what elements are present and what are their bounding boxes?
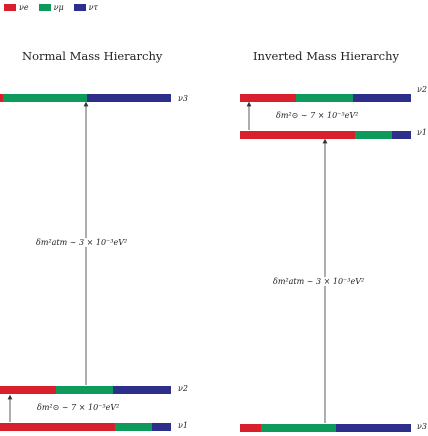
nu-e-segment <box>240 131 355 139</box>
nu-tau-segment <box>87 94 171 102</box>
legend-item-nu-mu: νμ <box>38 1 64 13</box>
legend-label-nu-mu: νμ <box>53 2 64 12</box>
nu-e-segment <box>0 386 57 394</box>
normal-solar-splitting-label: δm²⊙ ∼ 7 × 10⁻⁵eV² <box>35 403 122 412</box>
nu-mu-segment <box>114 423 153 431</box>
nu-tau-segment <box>152 423 171 431</box>
nu-mu-segment <box>56 386 113 394</box>
nu-mu-segment <box>260 424 336 432</box>
inverted-nu3-bar <box>240 424 411 432</box>
inverted-hierarchy-title: Inverted Mass Hierarchy <box>253 49 399 63</box>
nu-e-segment <box>0 94 4 102</box>
inverted-nu1-label: ν1 <box>417 128 427 137</box>
normal-nu1-label: ν1 <box>178 421 188 430</box>
inverted-solar-splitting-label: δm²⊙ ∼ 7 × 10⁻⁵eV² <box>274 111 361 120</box>
legend-item-nu-e: νe <box>4 1 29 13</box>
legend-item-nu-tau: ντ <box>73 1 98 13</box>
legend: νe νμ ντ <box>4 1 98 13</box>
inverted-nu3-label: ν3 <box>417 422 427 431</box>
legend-swatch-nu-e <box>4 3 16 11</box>
nu-mu-segment <box>3 94 88 102</box>
inverted-nu2-label: ν2 <box>417 85 427 94</box>
normal-nu3-bar <box>0 94 171 102</box>
legend-label-nu-tau: ντ <box>88 2 98 12</box>
nu-e-segment <box>240 424 261 432</box>
normal-nu1-bar <box>0 423 171 431</box>
nu-tau-segment <box>335 424 411 432</box>
nu-mu-segment <box>296 94 353 102</box>
legend-label-nu-e: νe <box>19 2 29 12</box>
nu-tau-segment <box>112 386 171 394</box>
nu-mu-segment <box>354 131 393 139</box>
nu-e-segment <box>0 423 115 431</box>
normal-nu3-label: ν3 <box>178 94 188 103</box>
normal-nu2-bar <box>0 386 171 394</box>
inverted-atm-splitting-label: δm²atm ∼ 3 × 10⁻³eV² <box>271 277 367 286</box>
normal-hierarchy-title: Normal Mass Hierarchy <box>22 49 163 63</box>
inverted-nu2-bar <box>240 94 411 102</box>
normal-atm-splitting-label: δm²atm ∼ 3 × 10⁻³eV² <box>34 238 130 247</box>
normal-nu2-label: ν2 <box>178 384 188 393</box>
nu-tau-segment <box>352 94 411 102</box>
legend-swatch-nu-mu <box>38 3 51 11</box>
legend-swatch-nu-tau <box>73 3 86 11</box>
nu-tau-segment <box>392 131 411 139</box>
nu-e-segment <box>240 94 297 102</box>
inverted-nu1-bar <box>240 131 411 139</box>
